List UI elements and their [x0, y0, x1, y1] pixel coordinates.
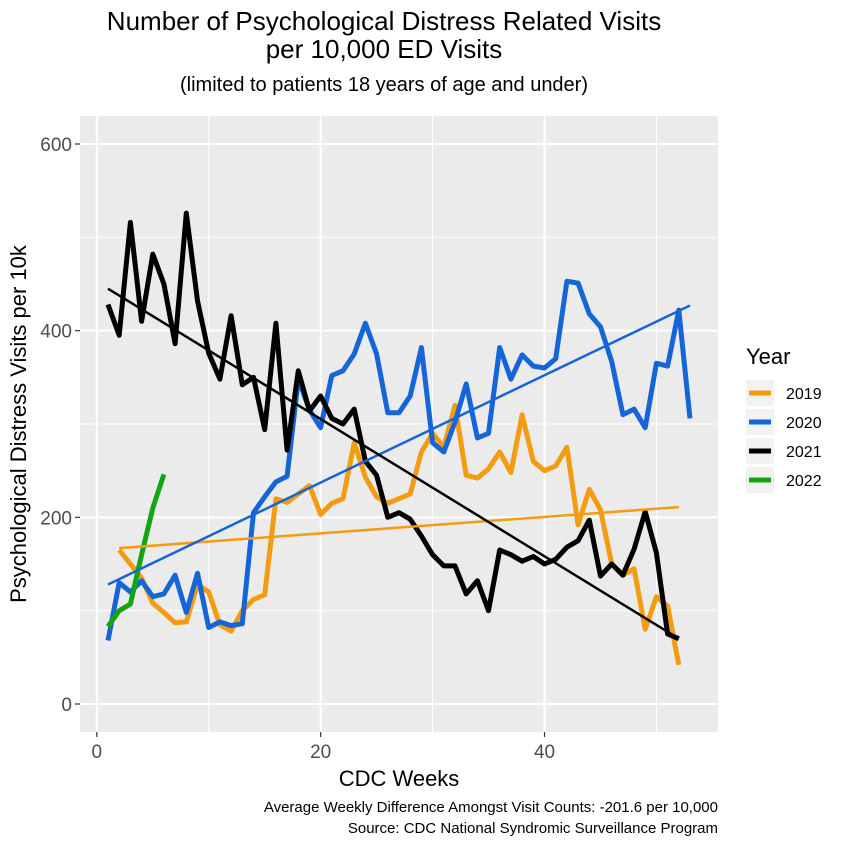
y-tick-label: 600: [40, 135, 72, 156]
series-line-2022: [105, 473, 167, 628]
y-tick-label: 400: [40, 322, 72, 343]
gridlines: [80, 116, 718, 732]
legend-label: 2022: [786, 473, 822, 490]
legend: Year 2019 2020 2021 2022: [746, 344, 822, 493]
y-tick-label: 0: [61, 695, 72, 716]
trend-line-2021: [107, 287, 680, 640]
series-line-2020: [105, 278, 693, 641]
series-lines: [105, 210, 693, 666]
caption-average-difference: Average Weekly Difference Amongst Visit …: [264, 799, 718, 816]
x-axis-title: CDC Weeks: [339, 766, 460, 791]
y-axis-title: Psychological Distress Visits per 10k: [6, 244, 31, 603]
series-line-2019: [117, 402, 682, 666]
x-tick-label: 40: [534, 742, 555, 763]
y-tick-label: 200: [40, 508, 72, 529]
caption-source: Source: CDC National Syndromic Surveilla…: [348, 820, 718, 837]
legend-label: 2020: [786, 415, 822, 432]
trend-lines: [107, 287, 691, 640]
chart-subtitle: (limited to patients 18 years of age and…: [180, 74, 588, 96]
chart-title-line2: per 10,000 ED Visits: [266, 34, 503, 64]
legend-label: 2019: [786, 386, 822, 403]
x-tick-label: 20: [310, 742, 331, 763]
trend-line-2019: [119, 505, 679, 550]
chart-title-line1: Number of Psychological Distress Related…: [107, 6, 661, 36]
x-tick-label: 0: [92, 742, 103, 763]
legend-title: Year: [746, 344, 790, 369]
trend-line-2020: [107, 304, 691, 586]
series-line-2021: [105, 210, 680, 642]
legend-label: 2021: [786, 444, 822, 461]
